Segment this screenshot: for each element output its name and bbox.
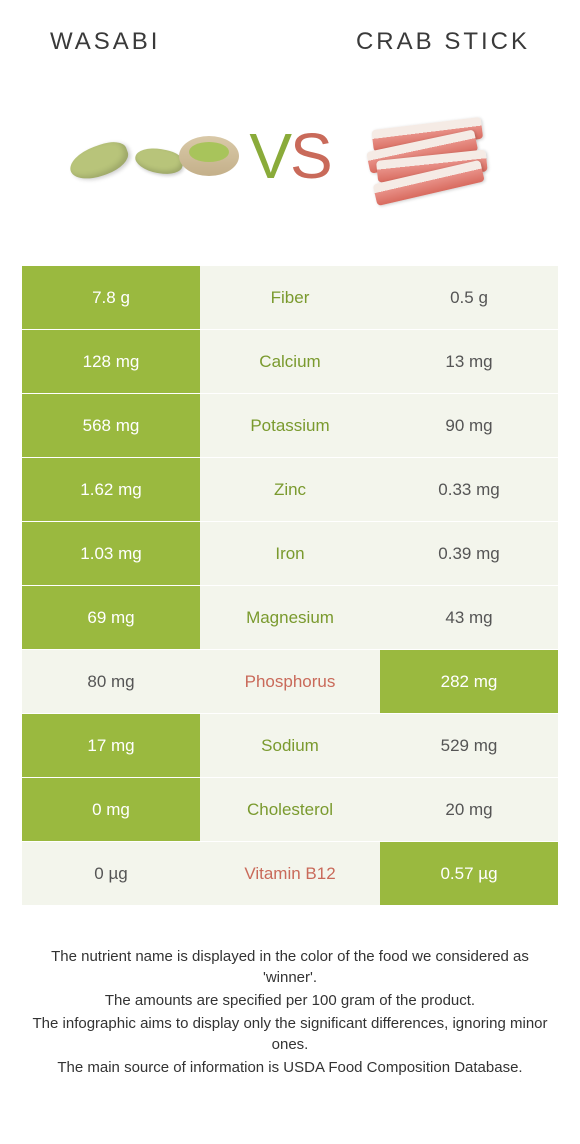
table-row: 0 mgCholesterol20 mg [22, 778, 558, 842]
nutrient-label: Zinc [200, 458, 380, 522]
footer-notes: The nutrient name is displayed in the co… [30, 946, 550, 1078]
right-value: 0.39 mg [380, 522, 558, 586]
nutrient-label: Magnesium [200, 586, 380, 650]
right-value: 13 mg [380, 330, 558, 394]
left-value: 0 mg [22, 778, 200, 842]
left-value: 17 mg [22, 714, 200, 778]
table-row: 1.03 mgIron0.39 mg [22, 522, 558, 586]
nutrient-label: Cholesterol [200, 778, 380, 842]
left-food-title: Wasabi [50, 28, 160, 56]
table-row: 69 mgMagnesium43 mg [22, 586, 558, 650]
footer-line: The main source of information is USDA F… [30, 1057, 550, 1078]
left-value: 69 mg [22, 586, 200, 650]
right-value: 282 mg [380, 650, 558, 714]
vs-v-letter: V [249, 120, 290, 192]
wasabi-root-icon [134, 145, 185, 177]
nutrient-table: 7.8 gFiber0.5 g128 mgCalcium13 mg568 mgP… [22, 266, 558, 906]
right-food-title: Crab stick [356, 28, 530, 56]
nutrient-label: Potassium [200, 394, 380, 458]
table-row: 1.62 mgZinc0.33 mg [22, 458, 558, 522]
right-value: 529 mg [380, 714, 558, 778]
footer-line: The amounts are specified per 100 gram o… [30, 990, 550, 1011]
left-value: 80 mg [22, 650, 200, 714]
left-value: 1.03 mg [22, 522, 200, 586]
left-value: 128 mg [22, 330, 200, 394]
table-row: 568 mgPotassium90 mg [22, 394, 558, 458]
wasabi-root-icon [66, 137, 133, 186]
table-row: 17 mgSodium529 mg [22, 714, 558, 778]
nutrient-label: Iron [200, 522, 380, 586]
vs-s-letter: S [290, 120, 331, 192]
vs-section: VS [0, 66, 580, 266]
vs-label: VS [249, 119, 330, 193]
crabstick-illustration [341, 96, 511, 216]
left-value: 7.8 g [22, 266, 200, 330]
nutrient-label: Vitamin B12 [200, 842, 380, 906]
nutrient-label: Phosphorus [200, 650, 380, 714]
nutrient-label: Calcium [200, 330, 380, 394]
left-value: 1.62 mg [22, 458, 200, 522]
right-value: 20 mg [380, 778, 558, 842]
footer-line: The nutrient name is displayed in the co… [30, 946, 550, 988]
nutrient-label: Sodium [200, 714, 380, 778]
footer-line: The infographic aims to display only the… [30, 1013, 550, 1055]
wasabi-illustration [69, 96, 239, 216]
wasabi-bowl-icon [179, 136, 239, 176]
table-row: 128 mgCalcium13 mg [22, 330, 558, 394]
table-row: 7.8 gFiber0.5 g [22, 266, 558, 330]
table-row: 80 mgPhosphorus282 mg [22, 650, 558, 714]
header: Wasabi Crab stick [0, 0, 580, 66]
right-value: 90 mg [380, 394, 558, 458]
right-value: 0.57 µg [380, 842, 558, 906]
nutrient-label: Fiber [200, 266, 380, 330]
left-value: 568 mg [22, 394, 200, 458]
table-row: 0 µgVitamin B120.57 µg [22, 842, 558, 906]
right-value: 0.5 g [380, 266, 558, 330]
right-value: 0.33 mg [380, 458, 558, 522]
left-value: 0 µg [22, 842, 200, 906]
right-value: 43 mg [380, 586, 558, 650]
